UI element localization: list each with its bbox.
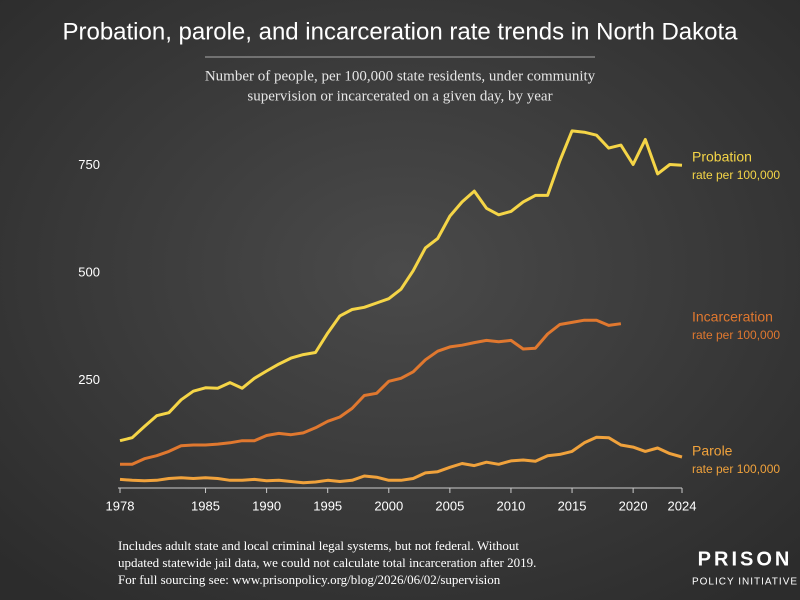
legend-note: rate per 100,000 <box>692 168 780 182</box>
series-line <box>119 435 683 485</box>
x-tick-label: 2010 <box>496 498 525 513</box>
x-tick-label: 1995 <box>313 498 342 513</box>
chart-title: Probation, parole, and incarceration rat… <box>62 18 738 45</box>
subtitle: supervision or incarcerated on a given d… <box>247 88 552 104</box>
series-line <box>119 129 683 443</box>
y-tick-label: 750 <box>78 157 100 172</box>
x-tick-label: 2015 <box>558 498 587 513</box>
legend-label: Probation <box>692 149 752 165</box>
y-tick-label: 250 <box>78 372 100 387</box>
legend-label: Incarceration <box>692 309 773 325</box>
x-tick-label: 2020 <box>619 498 648 513</box>
legend-note: rate per 100,000 <box>692 328 780 342</box>
x-tick-label: 2005 <box>435 498 464 513</box>
series-line <box>120 318 622 466</box>
legend-label: Parole <box>692 443 733 459</box>
x-tick-label: 2000 <box>374 498 403 513</box>
subtitle: Number of people, per 100,000 state resi… <box>205 68 596 84</box>
footnote: Includes adult state and local criminal … <box>118 538 519 553</box>
logo: POLICY INITIATIVE <box>692 577 798 588</box>
y-tick-label: 500 <box>78 264 100 279</box>
x-tick-label: 1985 <box>191 498 220 513</box>
x-tick-label: 1978 <box>106 498 135 513</box>
x-tick-label: 2024 <box>668 498 697 513</box>
x-tick-label: 1990 <box>252 498 281 513</box>
legend-note: rate per 100,000 <box>692 462 780 476</box>
footnote: For full sourcing see: www.prisonpolicy.… <box>118 572 501 587</box>
footnote: updated statewide jail data, we could no… <box>118 555 536 570</box>
logo: PRISON <box>698 548 793 570</box>
